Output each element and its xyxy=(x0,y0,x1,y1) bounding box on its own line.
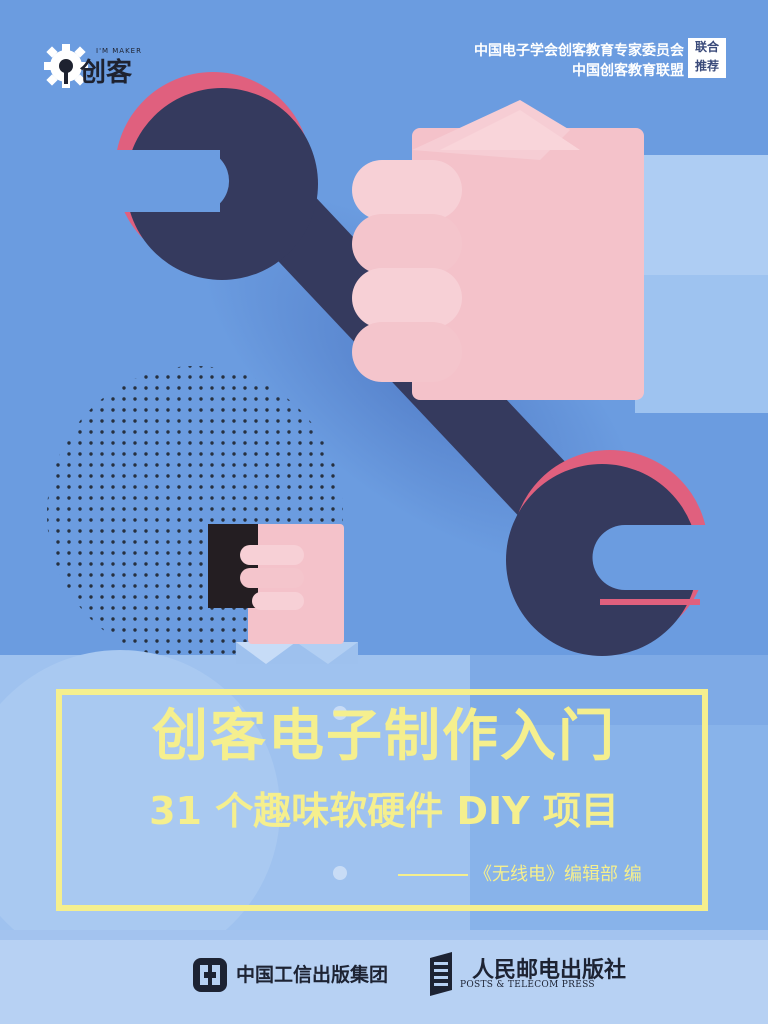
publisher-press: 人民邮电出版社 xyxy=(472,957,627,983)
book-subtitle: 31 个趣味软硬件 DIY 项目 xyxy=(149,789,619,833)
editor-credit: 《无线电》编辑部 编 xyxy=(398,860,642,886)
editor-dash xyxy=(398,874,468,876)
badge-line-1: 联合 xyxy=(694,40,719,54)
book-title: 创客电子制作入门 xyxy=(152,703,616,769)
editor-text: 《无线电》编辑部 编 xyxy=(474,864,642,885)
logo-name: 创客 xyxy=(80,58,133,88)
endorsement-line-1: 中国电子学会创客教育专家委员会 xyxy=(474,43,684,59)
logo-tagline: I'M MAKER xyxy=(96,47,142,55)
badge-line-2: 推荐 xyxy=(694,59,719,73)
recommend-badge: 联合 推荐 xyxy=(688,38,726,78)
publisher-group: 中国工信出版集团 xyxy=(236,964,389,986)
publisher-press-en: POSTS & TELECOM PRESS xyxy=(460,980,595,990)
title-frame xyxy=(56,689,708,911)
ptpress-logo-icon xyxy=(430,952,452,996)
big-sleeve xyxy=(635,155,768,413)
small-hand xyxy=(208,524,344,644)
big-hand xyxy=(352,100,644,400)
cnig-logo-icon xyxy=(193,958,227,992)
lower-sleeves xyxy=(0,650,768,1024)
small-sleeve xyxy=(236,642,358,664)
endorsement-line-2: 中国创客教育联盟 xyxy=(572,63,684,79)
